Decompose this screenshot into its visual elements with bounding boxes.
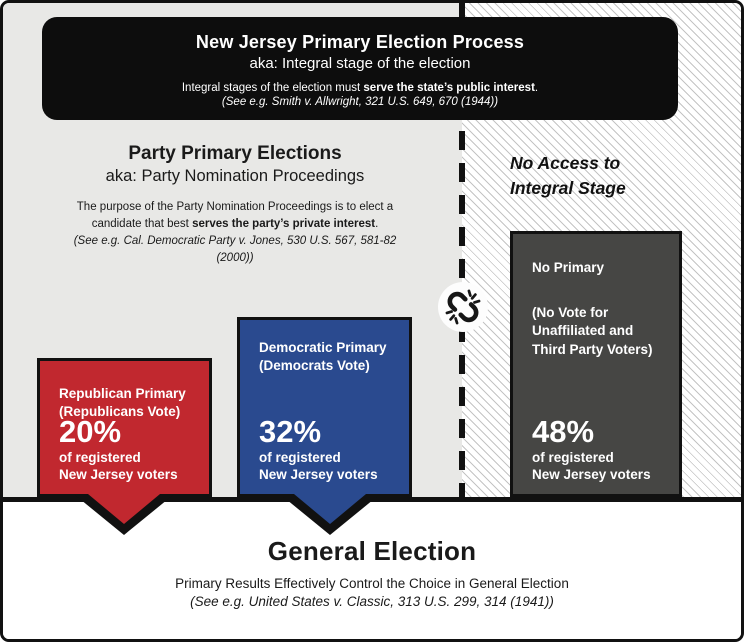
broken-chain-link-icon [445, 289, 481, 325]
democratic-arrow-down [281, 494, 379, 535]
primary-stage-region: New Jersey Primary Election Process aka:… [3, 3, 741, 497]
no-primary-box-label: No Primary [513, 259, 679, 277]
no-access-heading: No Access to Integral Stage [510, 153, 626, 199]
no-primary-note: of registered New Jersey voters [532, 449, 651, 484]
no-primary-detail: (No Vote for Unaffiliated and Third Part… [513, 304, 679, 359]
republican-stat: 20% of registered New Jersey voters [40, 413, 197, 484]
header-subtitle: aka: Integral stage of the election [249, 55, 471, 72]
access-boundary-dashed-line [459, 3, 465, 497]
general-election-citation: (See e.g. United States v. Classic, 313 … [190, 594, 554, 609]
democratic-primary-box: Democratic Primary (Democrats Vote) 32% … [237, 317, 412, 497]
header-banner: New Jersey Primary Election Process aka:… [42, 17, 678, 120]
no-primary-note-line2: New Jersey voters [532, 467, 651, 483]
republican-primary-box: Republican Primary (Republicans Vote) 20… [37, 358, 212, 497]
democratic-percent: 32% [259, 413, 322, 449]
no-primary-note-line1: of registered [532, 449, 614, 465]
no-primary-title: No Primary [532, 260, 605, 275]
no-primary-stat: 48% of registered New Jersey voters [513, 413, 670, 484]
democratic-subtitle: (Democrats Vote) [259, 358, 370, 374]
header-rule-prefix: Integral stages of the election must [181, 82, 364, 94]
democratic-stat: 32% of registered New Jersey voters [240, 413, 397, 484]
general-election-subtitle: Primary Results Effectively Control the … [175, 576, 569, 591]
purpose-prefix: The purpose of the Party Nomination Proc… [76, 201, 394, 230]
header-rule-suffix: . [534, 82, 539, 94]
democratic-note: of registered New Jersey voters [259, 449, 378, 484]
republican-box-label: Republican Primary (Republicans Vote) [40, 385, 209, 421]
democratic-title: Democratic Primary [259, 340, 387, 355]
party-primary-section: Party Primary Elections aka: Party Nomin… [35, 143, 435, 267]
democratic-box-label: Democratic Primary (Democrats Vote) [240, 339, 409, 375]
party-primary-subtitle: aka: Party Nomination Proceedings [105, 167, 365, 185]
broken-link-badge [438, 282, 488, 332]
no-primary-box: No Primary (No Vote for Unaffiliated and… [510, 231, 682, 497]
republican-percent: 20% [59, 413, 122, 449]
no-primary-detail-line2: Unaffiliated and [532, 323, 634, 339]
header-citation: (See e.g. Smith v. Allwright, 321 U.S. 6… [221, 96, 499, 108]
republican-subtitle: (Republicans Vote) [59, 404, 181, 420]
general-election-title: General Election [267, 536, 477, 566]
no-primary-percent: 48% [532, 413, 595, 449]
democratic-note-line1: of registered [259, 449, 341, 465]
party-primary-purpose: The purpose of the Party Nomination Proc… [66, 199, 404, 232]
header-rule-text: Integral stages of the election must ser… [42, 82, 678, 94]
header-rule-bold: serve the state’s public interest [363, 82, 535, 94]
purpose-bold: serves the party’s private interest [192, 217, 376, 230]
party-primary-citation: (See e.g. Cal. Democratic Party v. Jones… [73, 235, 397, 265]
democratic-note-line2: New Jersey voters [259, 467, 378, 483]
republican-note: of registered New Jersey voters [59, 449, 178, 484]
republican-title: Republican Primary [59, 386, 186, 401]
no-primary-detail-line1: (No Vote for [532, 305, 609, 321]
purpose-suffix: . [375, 217, 379, 230]
republican-note-line2: New Jersey voters [59, 467, 178, 483]
no-primary-detail-line3: Third Party Voters) [532, 341, 653, 357]
header-title: New Jersey Primary Election Process [195, 32, 525, 52]
republican-arrow-down [75, 494, 173, 535]
republican-note-line1: of registered [59, 449, 141, 465]
party-primary-title: Party Primary Elections [128, 143, 342, 164]
